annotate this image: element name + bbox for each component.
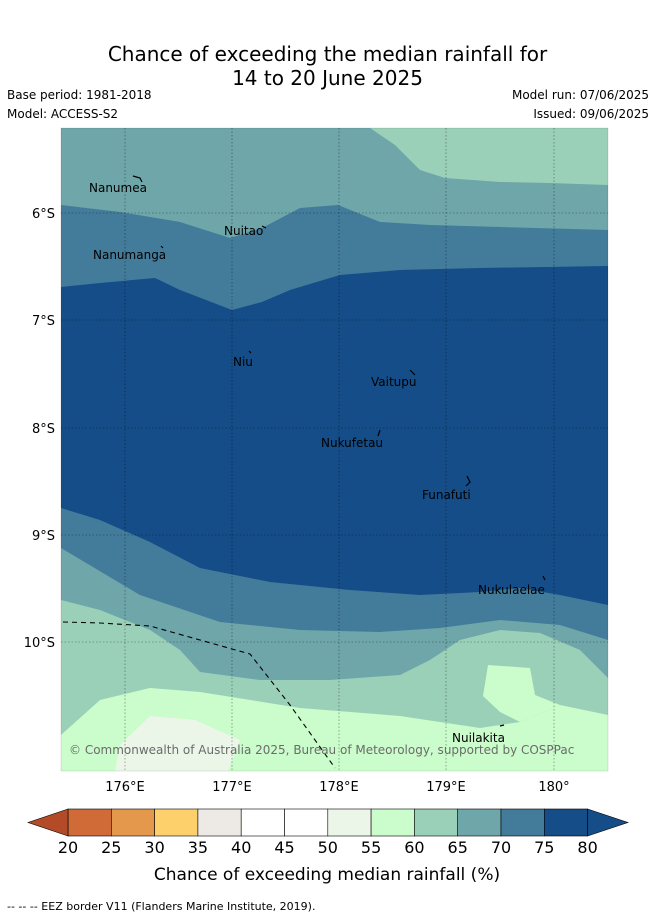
colorbar-segment (457, 808, 502, 837)
colorbar-tick-label: 45 (274, 838, 294, 857)
colorbar-tick-label: 40 (231, 838, 251, 857)
colorbar-segment (240, 808, 285, 837)
nukulaelae-atoll-icon (542, 575, 546, 581)
eez-border-line (62, 621, 336, 769)
nanumea-atoll-icon (132, 175, 143, 183)
colorbar-tick-label: 30 (144, 838, 164, 857)
island-label-niu: Niu (233, 355, 253, 369)
island-label-funafuti: Funafuti (422, 488, 471, 502)
nanumanga-atoll-icon (160, 245, 164, 249)
nuilakita-atoll-icon (499, 724, 505, 727)
lon-label: 178°E (319, 780, 359, 795)
lat-label: 8°S (32, 422, 55, 437)
colorbar-segment (500, 808, 545, 837)
colorbar-segment (154, 808, 199, 837)
lon-label: 180° (538, 780, 569, 795)
funafuti-atoll-icon (465, 475, 471, 487)
colorbar-segment (543, 808, 588, 837)
lon-label: 176°E (105, 780, 145, 795)
lat-label: 9°S (32, 529, 55, 544)
colorbar-segment (67, 808, 112, 837)
lat-label: 7°S (32, 314, 55, 329)
nuitao-atoll-icon (261, 225, 267, 229)
base-period: Base period: 1981-2018 (7, 88, 152, 102)
lat-label: 6°S (32, 207, 55, 222)
colorbar-tick-label: 20 (58, 838, 78, 857)
colorbar-title: Chance of exceeding median rainfall (%) (154, 865, 500, 885)
colorbar-tick-label: 75 (534, 838, 554, 857)
colorbar-segment (327, 808, 372, 837)
colorbar-tick-label: 55 (361, 838, 381, 857)
colorbar-segment (370, 808, 415, 837)
model-name: Model: ACCESS-S2 (7, 107, 119, 121)
island-label-nuilakita: Nuilakita (452, 731, 505, 745)
map-title-line-1: Chance of exceeding the median rainfall … (107, 42, 548, 66)
island-label-nanumea: Nanumea (89, 181, 147, 195)
map-frame (60, 127, 609, 772)
copyright-watermark: © Commonwealth of Australia 2025, Bureau… (69, 743, 574, 757)
island-label-nukulaelae: Nukulaelae (478, 583, 545, 597)
colorbar-tick-label: 25 (101, 838, 121, 857)
colorbar: 20 25 30 35 40 45 50 55 60 65 70 75 80 (27, 808, 629, 857)
island-label-vaitupu: Vaitupu (371, 375, 417, 389)
colorbar-segment (111, 808, 155, 837)
model-run: Model run: 07/06/2025 (511, 88, 649, 102)
island-label-nuitao: Nuitao (224, 224, 263, 238)
colorbar-segment (197, 808, 242, 837)
nukufetau-atoll-icon (377, 429, 381, 437)
colorbar-segment (414, 808, 458, 837)
issued-date: Issued: 09/06/2025 (533, 107, 649, 121)
niu-atoll-icon (248, 350, 252, 354)
island-label-nanumanga: Nanumanga (93, 248, 166, 262)
lon-label: 179°E (426, 780, 466, 795)
colorbar-segment (284, 808, 329, 837)
colorbar-tick-label: 80 (577, 838, 597, 857)
map-title-line-2: 14 to 20 June 2025 (232, 66, 423, 90)
colorbar-tick-label: 50 (318, 838, 338, 857)
colorbar-tick-label: 35 (188, 838, 208, 857)
colorbar-tick-label: 60 (404, 838, 424, 857)
colorbar-low-extend-arrow (27, 808, 69, 837)
vaitupu-atoll-icon (409, 369, 416, 376)
colorbar-tick-label: 70 (491, 838, 511, 857)
lat-label: 10°S (24, 636, 55, 651)
rainfall-probability-map: Nanumea Nuitao Nanumanga Niu Vaitupu Nuk… (61, 128, 608, 771)
colorbar-tick-label: 65 (448, 838, 468, 857)
lon-label: 177°E (212, 780, 252, 795)
island-label-nukufetau: Nukufetau (321, 436, 383, 450)
colorbar-high-extend-arrow (587, 808, 629, 837)
eez-legend-note: -- -- -- EEZ border V11 (Flanders Marine… (7, 900, 316, 913)
